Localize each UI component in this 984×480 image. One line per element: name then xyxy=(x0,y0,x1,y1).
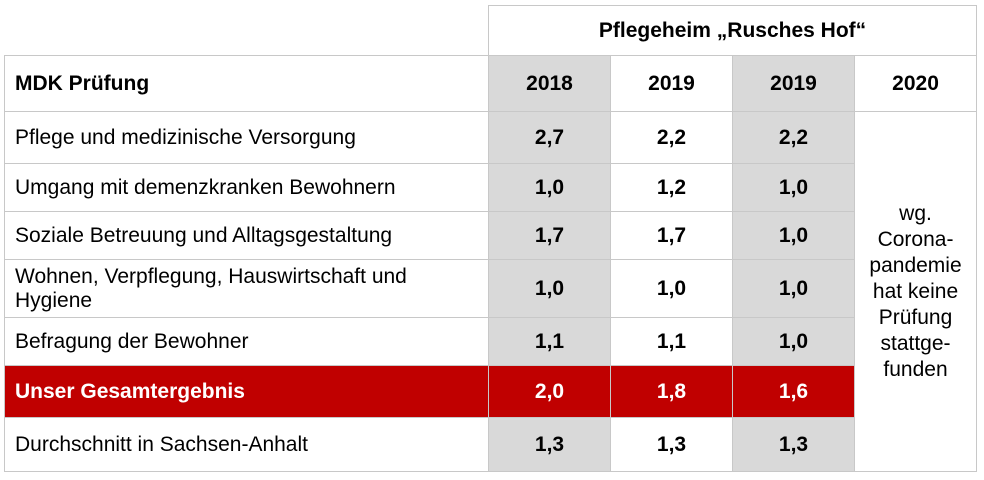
cell-value: 1,7 xyxy=(610,211,733,260)
average-label: Durchschnitt in Sachsen-Anhalt xyxy=(4,417,489,472)
facility-title: Pflegeheim „Rusches Hof“ xyxy=(487,5,978,56)
cell-value: 1,0 xyxy=(732,317,855,366)
row-label: Pflege und medizinische Versorgung xyxy=(4,111,489,164)
cell-value: 1,2 xyxy=(610,163,733,212)
note-line: stattge- xyxy=(880,331,951,355)
year-header-2019a: 2019 xyxy=(610,55,733,112)
cell-value: 1,0 xyxy=(488,163,611,212)
cell-value: 1,0 xyxy=(610,259,733,318)
note-line: wg. xyxy=(899,201,932,225)
cell-value: 1,1 xyxy=(488,317,611,366)
column-header-label: MDK Prüfung xyxy=(4,55,489,112)
cell-value: 1,0 xyxy=(732,163,855,212)
cell-value: 1,0 xyxy=(732,259,855,318)
year-header-2020: 2020 xyxy=(853,55,978,112)
table-row: Pflege und medizinische Versorgung 2,7 2… xyxy=(4,111,978,472)
year-header-2019b: 2019 xyxy=(732,55,855,112)
note-2020: wg. Corona- pandemie hat keine Prüfung s… xyxy=(853,111,978,472)
total-label: Unser Gesamtergebnis xyxy=(4,365,489,418)
cell-value: 1,1 xyxy=(610,317,733,366)
table-row: Umgang mit demenzkranken Bewohnern 1,0 1… xyxy=(4,163,977,212)
note-line: hat keine xyxy=(872,279,959,303)
row-label: Umgang mit demenzkranken Bewohnern xyxy=(4,163,489,212)
note-line: Prüfung xyxy=(878,305,953,329)
year-header-2018: 2018 xyxy=(488,55,611,112)
cell-value: 1,0 xyxy=(488,259,611,318)
total-value: 2,0 xyxy=(488,365,611,418)
mdk-results-table: Pflegeheim „Rusches Hof“ MDK Prüfung 201… xyxy=(4,5,978,472)
total-row: Unser Gesamtergebnis 2,0 1,8 1,6 xyxy=(4,365,977,418)
cell-value: 2,7 xyxy=(488,111,611,164)
row-label: Soziale Betreuung und Alltagsgestaltung xyxy=(4,211,489,260)
note-line: pandemie xyxy=(869,253,962,277)
note-line: funden xyxy=(883,357,948,381)
average-value: 1,3 xyxy=(610,417,733,472)
total-value: 1,8 xyxy=(610,365,733,418)
cell-value: 2,2 xyxy=(732,111,855,164)
cell-value: 1,0 xyxy=(732,211,855,260)
cell-value: 1,7 xyxy=(488,211,611,260)
cell-value: 2,2 xyxy=(610,111,733,164)
average-row: Durchschnitt in Sachsen-Anhalt 1,3 1,3 1… xyxy=(4,417,977,472)
table-row: Befragung der Bewohner 1,1 1,1 1,0 xyxy=(4,317,977,366)
average-value: 1,3 xyxy=(488,417,611,472)
note-line: Corona- xyxy=(877,227,954,251)
average-value: 1,3 xyxy=(732,417,855,472)
row-label: Befragung der Bewohner xyxy=(4,317,489,366)
header-row: MDK Prüfung 2018 2019 2019 2020 xyxy=(4,55,978,112)
title-row: Pflegeheim „Rusches Hof“ xyxy=(4,5,978,56)
table-row: Wohnen, Verpflegung, Hauswirtschaft und … xyxy=(4,259,977,318)
row-label: Wohnen, Verpflegung, Hauswirtschaft und … xyxy=(4,259,489,318)
table-row: Soziale Betreuung und Alltagsgestaltung … xyxy=(4,211,977,260)
total-value: 1,6 xyxy=(732,365,855,418)
